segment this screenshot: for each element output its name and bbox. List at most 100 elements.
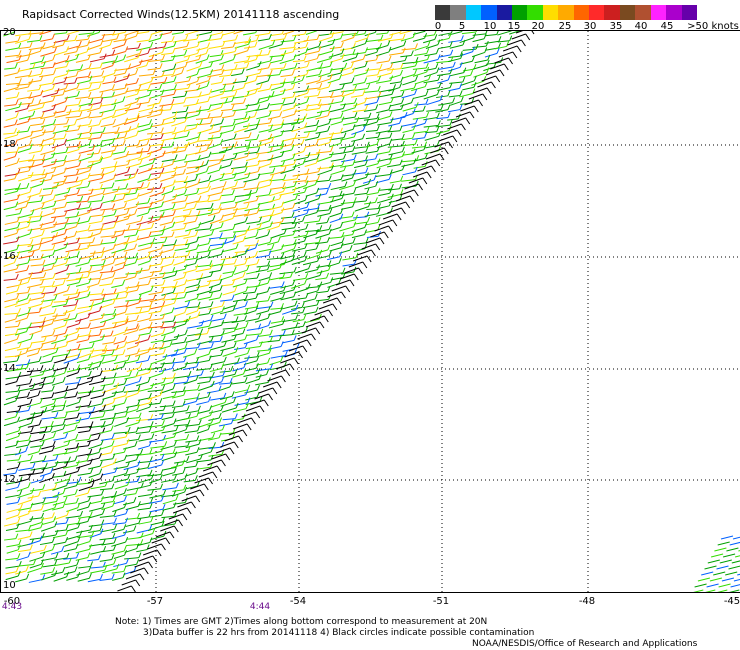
wind-barb [210, 318, 225, 322]
wind-barb [291, 312, 303, 315]
wind-barb [279, 289, 294, 295]
wind-barb-tick [161, 342, 165, 348]
wind-barb [279, 276, 291, 280]
wind-barb [174, 247, 188, 252]
wind-barb-tick [257, 202, 261, 209]
wind-barb-tick [318, 41, 322, 47]
wind-barb [88, 160, 100, 163]
wind-barb-tick [91, 530, 95, 536]
edge-barb-tick [461, 123, 466, 131]
wind-barb [292, 213, 307, 219]
wind-barb-tick [77, 124, 81, 131]
wind-barb [436, 130, 450, 135]
wind-barb [402, 153, 414, 156]
wind-barb-tick [76, 383, 80, 389]
wind-barb-tick [140, 539, 144, 545]
wind-barb [27, 104, 39, 107]
wind-barb [341, 158, 355, 163]
wind-barb-tick [91, 151, 95, 158]
wind-barb-tick [74, 313, 78, 319]
wind-barb [330, 186, 346, 191]
wind-barb-tick [19, 503, 23, 509]
edge-barb [421, 159, 436, 166]
wind-barb-tick [75, 299, 79, 305]
wind-barb-tick [125, 117, 129, 124]
wind-barb [281, 243, 295, 247]
wind-barb [210, 185, 225, 190]
wind-barb-tick [28, 405, 32, 411]
wind-barb-tick [374, 31, 377, 33]
wind-barb-tick [316, 119, 320, 126]
wind-barb [366, 39, 381, 43]
wind-barb-tick [53, 166, 57, 173]
wind-barb [231, 166, 246, 170]
wind-barb-tick [39, 535, 43, 541]
wind-barb [231, 381, 246, 385]
wind-barb [173, 424, 189, 427]
wind-barb [366, 192, 379, 196]
wind-barb-tick [173, 431, 177, 438]
wind-barb [171, 102, 185, 106]
wind-barb [221, 284, 233, 287]
wind-barb-tick [210, 270, 214, 277]
wind-barb [100, 383, 113, 387]
wind-barb-tick [195, 374, 199, 381]
wind-barb-tick [29, 70, 33, 76]
wind-barb-tick [342, 199, 346, 205]
wind-barb [112, 31, 126, 36]
wind-barb-tick [150, 109, 153, 116]
wind-barb [4, 249, 17, 254]
wind-barb-tick [169, 340, 173, 347]
wind-barb [136, 549, 148, 553]
wind-barb-tick [389, 188, 393, 194]
wind-barb-tick [172, 315, 176, 322]
wind-barb [197, 93, 210, 98]
wind-barb-tick [390, 75, 394, 81]
wind-barb-tick [17, 390, 21, 397]
wind-barb-tick [245, 403, 249, 409]
wind-barb-tick [353, 131, 357, 138]
wind-barb [27, 311, 40, 315]
edge-barb-tick [366, 255, 372, 263]
wind-barb-tick [196, 236, 200, 242]
wind-barb [425, 44, 439, 49]
wind-barb-tick [435, 48, 439, 54]
east-wind-barb [719, 559, 732, 564]
wind-barb [280, 248, 295, 254]
wind-barb-tick [111, 182, 115, 188]
wind-barb-tick [28, 49, 32, 56]
wind-barb [137, 368, 150, 372]
wind-barb-tick [27, 307, 31, 314]
wind-barb [162, 395, 175, 400]
wind-barb-tick [65, 83, 69, 89]
wind-barb-tick [415, 57, 419, 63]
wind-barb-tick [112, 243, 116, 249]
wind-barb-tick [279, 193, 283, 200]
wind-barb [147, 366, 163, 371]
wind-barb-tick [328, 183, 332, 189]
wind-barb [125, 352, 138, 357]
wind-barb-tick [352, 237, 356, 244]
wind-barb-tick [27, 126, 31, 132]
edge-barb-tick [439, 153, 445, 161]
wind-barb-tick [330, 277, 334, 283]
wind-barb [88, 524, 102, 527]
wind-barb [17, 214, 33, 219]
wind-barb [160, 311, 173, 317]
edge-barb [447, 123, 462, 130]
wind-barb [160, 93, 175, 98]
wind-barb-tick [102, 390, 106, 396]
wind-barb [232, 150, 248, 155]
wind-barb-tick [328, 118, 332, 124]
wind-barb-tick [30, 494, 34, 501]
wind-barb-tick [87, 488, 91, 494]
wind-barb-tick [65, 31, 68, 34]
wind-barb-tick [379, 63, 383, 70]
wind-barb [303, 130, 317, 133]
wind-barb [114, 484, 128, 490]
wind-barb-tick [99, 273, 103, 279]
wind-barb [76, 166, 92, 170]
wind-barb [99, 88, 113, 93]
wind-barb-tick [377, 69, 381, 75]
wind-barb-tick [78, 144, 82, 150]
